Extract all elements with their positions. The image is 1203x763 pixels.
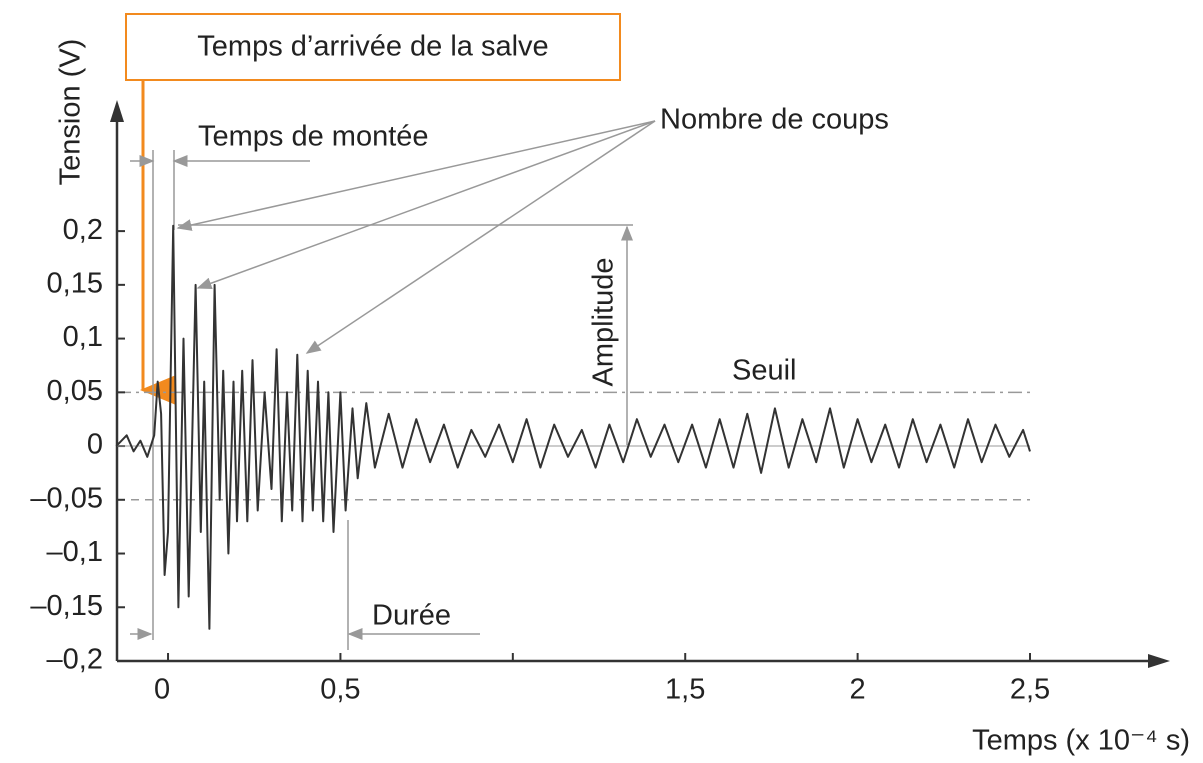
y-tick-label: –0,05 <box>30 482 103 514</box>
y-tick-label: 0,15 <box>47 268 103 300</box>
amplitude-label: Amplitude <box>588 258 620 387</box>
counts-arrow <box>305 120 656 354</box>
x-tick-label: 2 <box>850 674 866 706</box>
counts-arrow <box>176 120 656 231</box>
y-tick-label: –0,2 <box>47 644 103 676</box>
y-tick-label: 0,05 <box>47 375 103 407</box>
duration-label: Durée <box>372 600 451 632</box>
x-axis-arrow <box>1148 654 1170 668</box>
counts-arrow <box>196 120 656 290</box>
y-axis-arrow <box>110 100 124 122</box>
y-tick-label: 0,2 <box>63 214 103 246</box>
y-tick-label: 0,1 <box>63 321 103 353</box>
counts-label: Nombre de coups <box>660 104 889 136</box>
arrival-box <box>125 13 621 81</box>
x-tick-label: 1,5 <box>665 674 705 706</box>
y-tick-label: 0 <box>87 429 103 461</box>
arrival-label: Temps d’arrivée de la salve <box>197 31 548 63</box>
x-tick-label: 0 <box>154 674 170 706</box>
signal-line <box>115 224 1031 630</box>
y-axis-label: Tension (V) <box>55 39 87 186</box>
x-axis-label: Temps (x 10⁻⁴ s) <box>972 725 1190 757</box>
y-tick-label: –0,1 <box>47 536 103 568</box>
rise-label: Temps de montée <box>198 121 429 153</box>
x-tick-label: 2,5 <box>1010 674 1050 706</box>
x-tick-label: 0,5 <box>320 674 360 706</box>
threshold-label: Seuil <box>732 355 797 387</box>
y-tick-label: –0,15 <box>30 590 103 622</box>
